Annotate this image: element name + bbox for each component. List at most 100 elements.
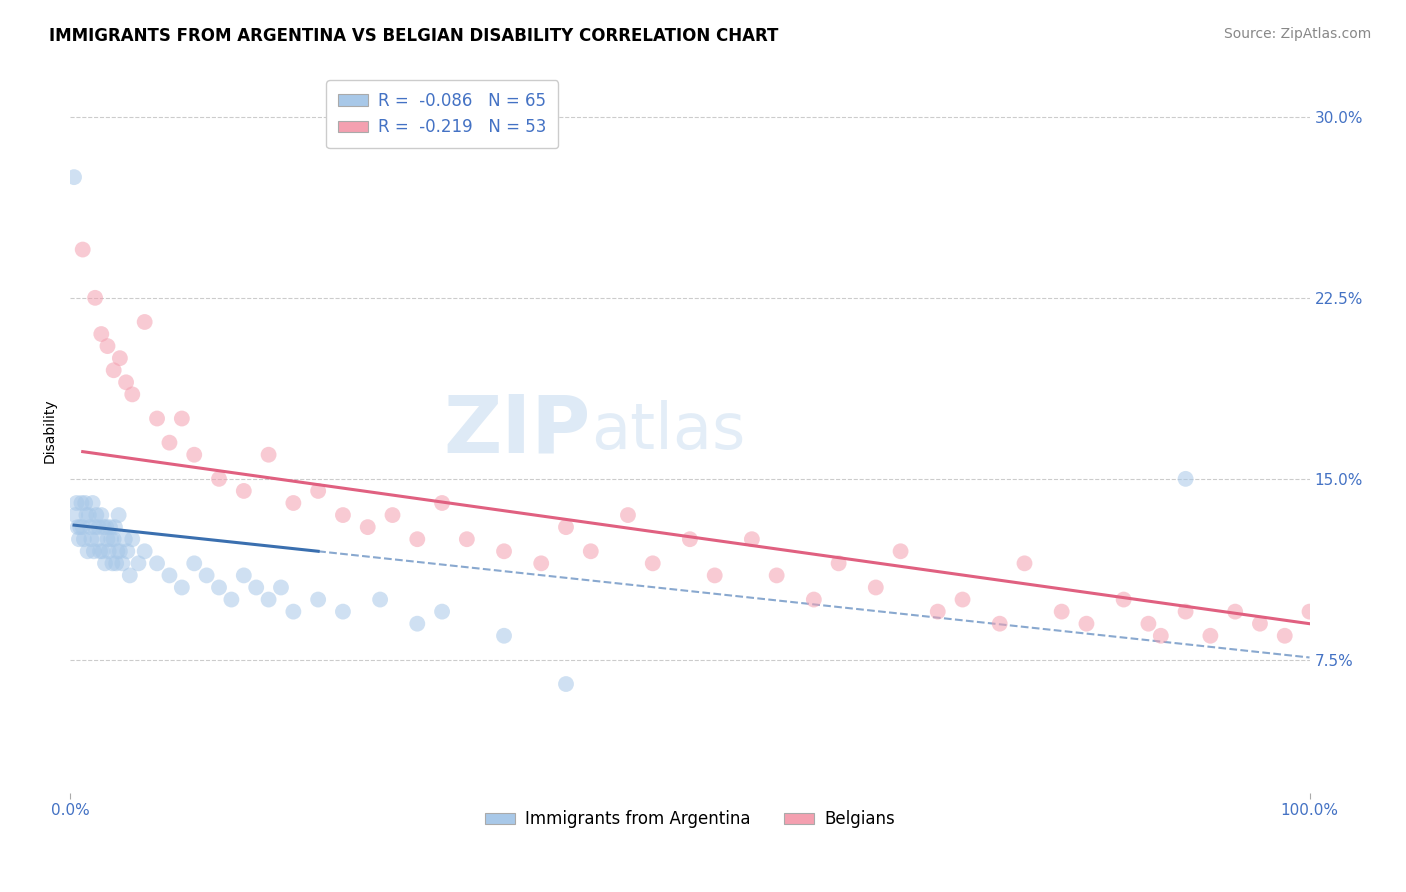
Point (679, 532, 702, 546)
Point (96, 520, 118, 534)
Point (283, 605, 305, 619)
Point (73, 532, 96, 546)
Point (1174, 605, 1197, 619)
Point (170, 581, 193, 595)
Point (69, 520, 91, 534)
Point (170, 411, 193, 425)
Point (1174, 472, 1197, 486)
Point (67, 532, 90, 546)
Point (617, 508, 640, 522)
Point (107, 508, 129, 522)
Point (84, 291, 107, 305)
Point (100, 532, 122, 546)
Point (86, 532, 108, 546)
Point (530, 557, 553, 571)
Point (77, 508, 100, 522)
Point (555, 677, 578, 691)
Point (146, 557, 169, 571)
Point (121, 532, 143, 546)
Point (1014, 557, 1036, 571)
Point (65, 508, 87, 522)
Legend: Immigrants from Argentina, Belgians: Immigrants from Argentina, Belgians (478, 804, 901, 835)
Point (208, 581, 231, 595)
Point (84, 520, 107, 534)
Point (94, 557, 117, 571)
Point (332, 605, 354, 619)
Point (307, 592, 329, 607)
Point (741, 532, 763, 546)
Point (406, 616, 429, 631)
Point (183, 557, 205, 571)
Point (381, 508, 404, 522)
Point (90, 508, 112, 522)
Point (865, 581, 887, 595)
Point (103, 363, 125, 377)
Point (79, 520, 101, 534)
Point (827, 557, 849, 571)
Point (283, 496, 305, 510)
Point (101, 557, 124, 571)
Point (555, 520, 578, 534)
Point (1137, 616, 1160, 631)
Point (87, 520, 110, 534)
Point (208, 472, 231, 486)
Point (1298, 605, 1320, 619)
Point (72, 243, 94, 257)
Point (357, 520, 380, 534)
Point (1249, 616, 1271, 631)
Point (80, 532, 103, 546)
Point (86, 508, 108, 522)
Point (66, 520, 89, 534)
Point (183, 448, 205, 462)
Point (90, 326, 112, 341)
Point (245, 581, 267, 595)
Point (952, 592, 974, 607)
Point (103, 532, 125, 546)
Point (1274, 629, 1296, 643)
Point (927, 605, 949, 619)
Point (83, 544, 105, 558)
Point (988, 616, 1011, 631)
Point (406, 532, 429, 546)
Point (93, 520, 115, 534)
Point (232, 483, 254, 498)
Point (1223, 605, 1246, 619)
Point (195, 568, 218, 582)
Point (1199, 629, 1222, 643)
Point (430, 605, 453, 619)
Point (127, 557, 149, 571)
Point (368, 592, 391, 607)
Point (111, 557, 134, 571)
Text: atlas: atlas (591, 400, 745, 461)
Point (1150, 629, 1173, 643)
Point (117, 544, 139, 558)
Point (307, 483, 329, 498)
Text: Source: ZipAtlas.com: Source: ZipAtlas.com (1223, 27, 1371, 41)
Point (1112, 592, 1135, 607)
Text: ZIP: ZIP (443, 392, 591, 469)
Point (703, 568, 725, 582)
Point (72, 520, 94, 534)
Point (107, 544, 129, 558)
Text: IMMIGRANTS FROM ARGENTINA VS BELGIAN DISABILITY CORRELATION CHART: IMMIGRANTS FROM ARGENTINA VS BELGIAN DIS… (49, 27, 779, 45)
Point (118, 568, 141, 582)
Point (121, 387, 143, 401)
Point (890, 544, 912, 558)
Point (114, 532, 136, 546)
Point (70, 496, 93, 510)
Point (232, 568, 254, 582)
Point (765, 568, 787, 582)
Point (97, 544, 120, 558)
Point (270, 581, 292, 595)
Point (1076, 616, 1098, 631)
Point (115, 376, 138, 390)
Point (104, 520, 127, 534)
Point (332, 508, 354, 522)
Point (89, 544, 111, 558)
Point (91, 544, 114, 558)
Y-axis label: Disability: Disability (44, 398, 58, 463)
Point (641, 557, 664, 571)
Point (257, 592, 280, 607)
Point (221, 592, 243, 607)
Point (579, 544, 602, 558)
